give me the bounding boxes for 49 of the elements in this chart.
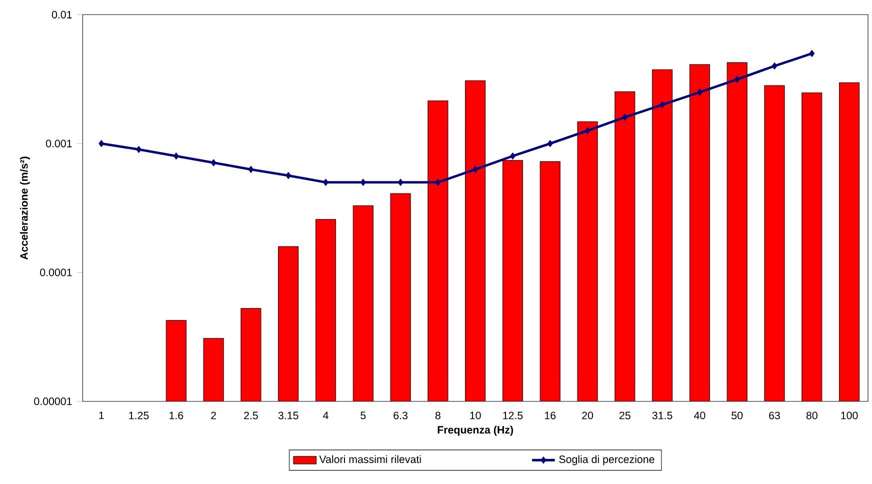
- x-tick-label: 5: [360, 412, 366, 420]
- point: [809, 50, 815, 58]
- x-tick-label: 63: [769, 412, 780, 420]
- x-tick-label: 1.6: [170, 412, 184, 420]
- x-tick-label: 2: [211, 412, 216, 420]
- x-tick-label: 40: [694, 412, 706, 420]
- x-tick-label: 2.5: [244, 412, 258, 420]
- point: [360, 178, 366, 186]
- x-tick-label: 16: [545, 412, 556, 420]
- point: [248, 166, 254, 174]
- x-tick-label: 1: [99, 412, 104, 420]
- point: [734, 76, 740, 83]
- x-tick-label: 10: [470, 412, 481, 420]
- point: [173, 152, 179, 160]
- x-tick-label: 31.5: [652, 412, 672, 420]
- point: [696, 88, 703, 96]
- y-tick-label: 0.01: [52, 10, 72, 18]
- point: [322, 178, 329, 186]
- point: [472, 166, 478, 174]
- point: [210, 159, 216, 166]
- y-tick-label: 0.001: [46, 140, 72, 148]
- x-tick-label: 3.15: [278, 412, 298, 420]
- point: [136, 146, 142, 154]
- point: [660, 101, 666, 108]
- point: [98, 140, 104, 148]
- x-tick-label: 50: [732, 412, 743, 420]
- legend-label: Valori massimi rilevati: [319, 455, 421, 464]
- x-tick-label: 12.5: [503, 412, 523, 420]
- point: [510, 152, 516, 160]
- x-tick-label: 80: [806, 412, 818, 420]
- x-tick-label: 25: [620, 412, 630, 420]
- point: [398, 178, 404, 186]
- point: [547, 140, 553, 148]
- x-tick-label: 8: [435, 412, 440, 420]
- point: [286, 172, 292, 180]
- x-tick-label: 6.3: [394, 412, 408, 420]
- y-tick-label: 0.0001: [40, 268, 72, 276]
- y-tick-label: 0.00001: [34, 398, 72, 406]
- x-tick-label: 20: [582, 412, 594, 420]
- point: [584, 126, 590, 134]
- point: [435, 178, 441, 186]
- y-axis-title: Accelerazione (m/s²): [20, 156, 30, 260]
- x-axis-title: Frequenza (Hz): [438, 426, 514, 436]
- point: [772, 62, 778, 70]
- x-tick-label: 4: [323, 412, 328, 420]
- legend-label: Soglia di percezione: [559, 455, 654, 466]
- x-tick-label: 1.25: [129, 412, 149, 420]
- point: [622, 114, 628, 121]
- x-tick-label: 100: [841, 412, 858, 420]
